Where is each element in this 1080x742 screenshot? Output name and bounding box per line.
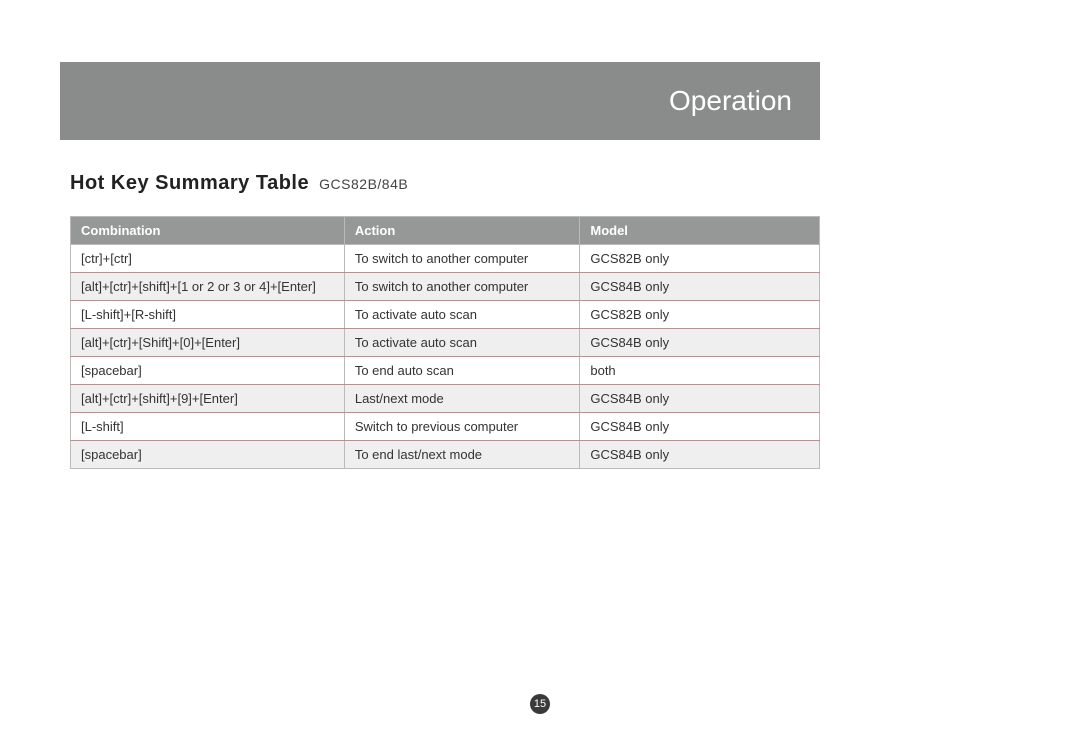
page-root: Operation Hot Key Summary Table GCS82B/8… [0,0,1080,742]
hotkey-table-head: Combination Action Model [71,217,820,245]
section-subtitle: GCS82B/84B [319,176,408,192]
hotkey-table-body: [ctr]+[ctr] To switch to another compute… [71,245,820,469]
table-row: [alt]+[ctr]+[shift]+[1 or 2 or 3 or 4]+[… [71,273,820,301]
cell-combination: [spacebar] [71,357,345,385]
table-row: [alt]+[ctr]+[shift]+[9]+[Enter] Last/nex… [71,385,820,413]
page-title: Operation [669,85,792,117]
table-header-row: Combination Action Model [71,217,820,245]
page-number-badge: 15 [530,694,550,714]
table-row: [spacebar] To end last/next mode GCS84B … [71,441,820,469]
section-title: Hot Key Summary Table [70,172,309,194]
cell-action: To end auto scan [344,357,580,385]
table-row: [alt]+[ctr]+[Shift]+[0]+[Enter] To activ… [71,329,820,357]
cell-model: GCS82B only [580,245,820,273]
page-number: 15 [534,698,546,710]
cell-model: GCS84B only [580,385,820,413]
cell-combination: [L-shift] [71,413,345,441]
header-bar: Operation [60,62,820,140]
table-row: [L-shift]+[R-shift] To activate auto sca… [71,301,820,329]
cell-action: Last/next mode [344,385,580,413]
cell-combination: [L-shift]+[R-shift] [71,301,345,329]
cell-model: GCS84B only [580,273,820,301]
table-row: [spacebar] To end auto scan both [71,357,820,385]
cell-action: To switch to another computer [344,273,580,301]
cell-model: GCS84B only [580,329,820,357]
cell-combination: [ctr]+[ctr] [71,245,345,273]
cell-combination: [alt]+[ctr]+[shift]+[1 or 2 or 3 or 4]+[… [71,273,345,301]
cell-combination: [spacebar] [71,441,345,469]
table-row: [ctr]+[ctr] To switch to another compute… [71,245,820,273]
col-header-model: Model [580,217,820,245]
cell-action: To switch to another computer [344,245,580,273]
cell-action: To end last/next mode [344,441,580,469]
cell-combination: [alt]+[ctr]+[Shift]+[0]+[Enter] [71,329,345,357]
cell-combination: [alt]+[ctr]+[shift]+[9]+[Enter] [71,385,345,413]
table-row: [L-shift] Switch to previous computer GC… [71,413,820,441]
cell-action: To activate auto scan [344,301,580,329]
col-header-action: Action [344,217,580,245]
section-heading: Hot Key Summary Table GCS82B/84B [70,172,408,195]
cell-model: both [580,357,820,385]
cell-action: To activate auto scan [344,329,580,357]
cell-action: Switch to previous computer [344,413,580,441]
cell-model: GCS84B only [580,441,820,469]
cell-model: GCS84B only [580,413,820,441]
cell-model: GCS82B only [580,301,820,329]
col-header-combination: Combination [71,217,345,245]
hotkey-table: Combination Action Model [ctr]+[ctr] To … [70,216,820,469]
